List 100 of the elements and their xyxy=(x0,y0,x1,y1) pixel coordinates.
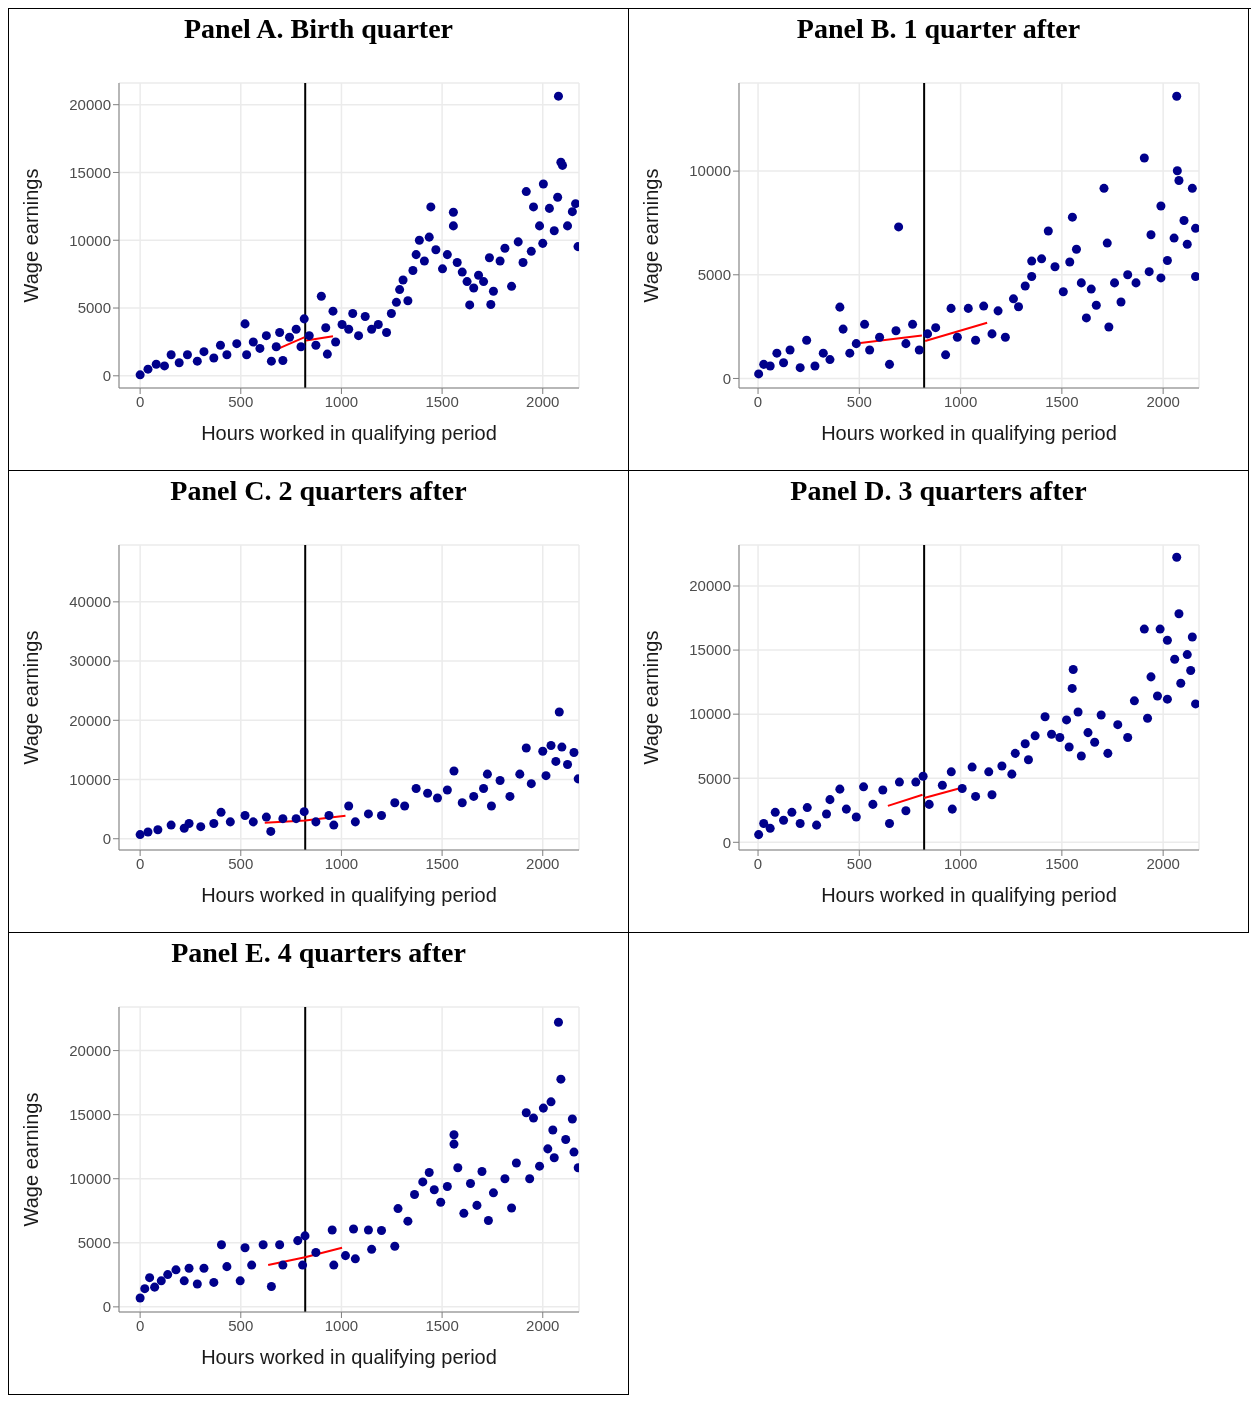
x-axis-title: Hours worked in qualifying period xyxy=(821,422,1117,444)
y-tick-label: 5000 xyxy=(77,299,111,317)
y-tick-label: 0 xyxy=(722,833,731,851)
x-tick-label: 1500 xyxy=(1045,854,1079,872)
point xyxy=(135,830,145,840)
x-tick-label: 500 xyxy=(846,854,872,872)
x-tick-label: 1000 xyxy=(324,854,359,872)
point xyxy=(291,814,301,824)
point xyxy=(248,817,258,827)
x-tick-label: 0 xyxy=(753,392,763,410)
y-tick-label: 10000 xyxy=(689,705,731,723)
point xyxy=(225,817,235,827)
point xyxy=(311,817,321,827)
x-axis-title: Hours worked in qualifying period xyxy=(201,1346,497,1368)
x-tick-label: 2000 xyxy=(526,1316,560,1334)
point xyxy=(469,791,479,801)
x-tick-label: 2000 xyxy=(1146,392,1180,410)
y-axis-title: Wage earnings xyxy=(20,630,43,765)
point xyxy=(390,798,400,808)
x-tick-label: 500 xyxy=(228,392,254,410)
point xyxy=(324,811,334,821)
y-tick-label: 30000 xyxy=(69,652,111,670)
point xyxy=(569,747,579,757)
point xyxy=(216,807,226,817)
x-tick-label: 2000 xyxy=(1146,854,1180,872)
point xyxy=(184,818,194,828)
x-tick-label: 500 xyxy=(228,1316,254,1334)
chart-title: Panel D. 3 quarters after xyxy=(789,475,1088,508)
point xyxy=(143,827,153,837)
y-axis-title: Wage earnings xyxy=(20,1092,43,1227)
y-tick-label: 10000 xyxy=(69,231,111,249)
y-tick-label: 0 xyxy=(722,369,731,387)
y-tick-label: 0 xyxy=(102,1298,111,1316)
y-tick-label: 5000 xyxy=(77,1234,111,1252)
y-tick-label: 0 xyxy=(102,367,111,385)
point xyxy=(486,801,496,811)
y-axis-title: Wage earnings xyxy=(640,168,663,303)
x-tick-label: 0 xyxy=(135,392,145,410)
chart-title: Panel B. 1 quarter after xyxy=(795,13,1082,46)
point xyxy=(495,775,505,785)
point xyxy=(363,809,373,819)
x-tick-label: 1000 xyxy=(324,1316,359,1334)
y-tick-label: 10000 xyxy=(69,1170,111,1188)
point xyxy=(329,820,339,830)
point xyxy=(411,783,421,793)
x-axis-title: Hours worked in qualifying period xyxy=(821,884,1117,906)
y-tick-label: 15000 xyxy=(69,1105,111,1123)
point xyxy=(442,785,452,795)
point xyxy=(423,788,433,798)
y-tick-label: 5000 xyxy=(697,769,731,787)
y-axis-title: Wage earnings xyxy=(640,630,663,765)
point xyxy=(563,760,573,770)
y-tick-label: 15000 xyxy=(69,163,111,181)
x-axis-title: Hours worked in qualifying period xyxy=(201,422,497,444)
y-tick-label: 5000 xyxy=(697,266,731,284)
point xyxy=(554,707,564,717)
point xyxy=(261,812,271,822)
point xyxy=(350,817,360,827)
x-tick-label: 0 xyxy=(135,854,145,872)
point xyxy=(153,825,163,835)
y-tick-label: 20000 xyxy=(69,1041,111,1059)
point xyxy=(299,807,309,817)
x-tick-label: 0 xyxy=(753,854,763,872)
y-tick-label: 15000 xyxy=(689,641,731,659)
x-tick-label: 500 xyxy=(846,392,872,410)
x-tick-label: 1500 xyxy=(425,854,459,872)
y-tick-label: 10000 xyxy=(69,770,111,788)
point xyxy=(449,766,459,776)
point xyxy=(457,798,467,808)
point xyxy=(505,791,515,801)
x-tick-label: 500 xyxy=(228,854,254,872)
point xyxy=(166,820,176,830)
point xyxy=(482,769,492,779)
point xyxy=(515,769,525,779)
x-tick-label: 2000 xyxy=(526,392,560,410)
point xyxy=(377,811,387,821)
x-tick-label: 1000 xyxy=(943,392,978,410)
y-tick-label: 0 xyxy=(102,830,111,848)
y-tick-label: 20000 xyxy=(689,577,731,595)
point xyxy=(546,740,556,750)
point xyxy=(432,793,442,803)
point xyxy=(551,756,561,766)
x-tick-label: 2000 xyxy=(526,854,560,872)
chart-title: Panel E. 4 quarters after xyxy=(170,937,467,970)
point xyxy=(196,822,206,832)
point xyxy=(479,783,489,793)
y-tick-label: 40000 xyxy=(69,593,111,611)
point xyxy=(400,801,410,811)
y-tick-label: 20000 xyxy=(69,96,111,114)
x-tick-label: 1500 xyxy=(425,392,459,410)
x-tick-label: 0 xyxy=(135,1316,145,1334)
point xyxy=(266,826,276,836)
point xyxy=(209,818,219,828)
point xyxy=(526,779,536,789)
chart-title: Panel C. 2 quarters after xyxy=(169,475,468,508)
x-tick-label: 1000 xyxy=(943,854,978,872)
y-tick-label: 20000 xyxy=(69,711,111,729)
point xyxy=(344,801,354,811)
x-tick-label: 1000 xyxy=(324,392,359,410)
x-axis-title: Hours worked in qualifying period xyxy=(201,884,497,906)
